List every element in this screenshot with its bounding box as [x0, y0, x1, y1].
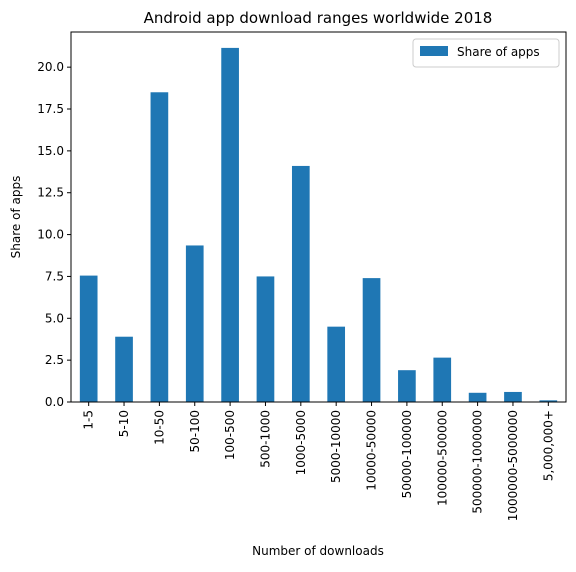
y-axis: 0.0 2.5 5.0 7.5 10.0 12.5 15.0 17.5 20.0 [37, 60, 71, 409]
x-tick-label: 5000-10000 [329, 410, 343, 483]
y-tick-label: 5.0 [45, 311, 64, 325]
legend-label: Share of apps [457, 45, 540, 59]
legend-swatch [420, 46, 448, 56]
bar-0 [79, 275, 98, 402]
x-tick-label: 500-1000 [258, 410, 272, 468]
bar-11 [468, 392, 487, 402]
y-tick-label: 15.0 [37, 144, 64, 158]
x-tick-label: 50000-100000 [400, 410, 414, 498]
x-tick-label: 5-10 [117, 410, 131, 437]
x-tick-label: 500000-1000000 [471, 410, 485, 514]
y-tick-label: 0.0 [45, 395, 64, 409]
bar-2 [150, 92, 169, 403]
y-tick-label: 12.5 [37, 186, 64, 200]
bar-10 [433, 357, 452, 402]
x-tick-label: 1-5 [82, 410, 96, 430]
x-tick-label: 100000-500000 [435, 410, 449, 506]
x-axis-label: Number of downloads [252, 544, 384, 558]
x-tick-label: 50-100 [188, 410, 202, 453]
bar-5 [256, 276, 275, 402]
y-axis-label: Share of apps [9, 176, 23, 259]
legend-box [412, 38, 560, 68]
bars-layer [79, 47, 558, 403]
y-tick-label: 20.0 [37, 60, 64, 74]
bar-9 [398, 370, 416, 402]
bar-13 [539, 400, 558, 402]
x-tick-label: 1000-5000 [294, 410, 308, 475]
bar-7 [327, 326, 346, 402]
x-tick-label: 1000000-5000000 [506, 410, 520, 521]
plot-frame [70, 31, 567, 403]
y-tick-label: 7.5 [45, 269, 64, 283]
bar-4 [221, 47, 239, 403]
x-tick-label: 10-50 [152, 410, 166, 445]
chart-title: Android app download ranges worldwide 20… [144, 9, 493, 27]
y-tick-label: 10.0 [37, 228, 64, 242]
bar-3 [185, 245, 204, 402]
x-axis: 1-5 5-10 10-50 50-100 100-500 500-1000 1000-50… [82, 402, 555, 521]
bar-8 [362, 278, 381, 402]
legend: Share of apps [412, 38, 560, 68]
bar-1 [115, 336, 133, 402]
bar-6 [291, 165, 310, 402]
x-tick-label: 5,000,000+ [541, 410, 555, 481]
y-tick-label: 17.5 [37, 102, 64, 116]
bar-12 [504, 391, 522, 402]
x-tick-label: 100-500 [223, 410, 237, 460]
x-tick-label: 10000-50000 [365, 410, 379, 491]
y-tick-label: 2.5 [45, 353, 64, 367]
